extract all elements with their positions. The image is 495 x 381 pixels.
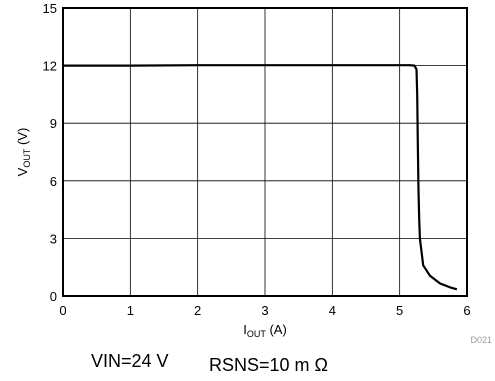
y-tick-label: 9 — [50, 116, 57, 131]
y-tick-label: 3 — [50, 231, 57, 246]
x-tick-label: 0 — [59, 303, 66, 318]
y-tick-label: 6 — [50, 174, 57, 189]
vout-vs-iout-line — [63, 64, 458, 291]
y-tick-label: 15 — [43, 1, 57, 16]
x-tick-label: 1 — [127, 303, 134, 318]
grid-lines — [63, 8, 467, 296]
y-tick-label: 12 — [43, 59, 57, 74]
y-tick-label: 0 — [50, 289, 57, 304]
rsns-condition: RSNS=10 m Ω — [209, 355, 328, 375]
y-axis-label: VOUT (V) — [15, 128, 32, 177]
x-tick-label: 4 — [329, 303, 336, 318]
figure-code: D021 — [470, 335, 492, 345]
x-axis-label: IOUT (A) — [243, 322, 287, 339]
x-tick-label: 2 — [194, 303, 201, 318]
vin-condition: VIN=24 V — [91, 351, 169, 371]
plot-frame — [62, 7, 468, 297]
x-tick-label: 5 — [396, 303, 403, 318]
x-tick-label: 3 — [261, 303, 268, 318]
x-tick-label: 6 — [463, 303, 470, 318]
